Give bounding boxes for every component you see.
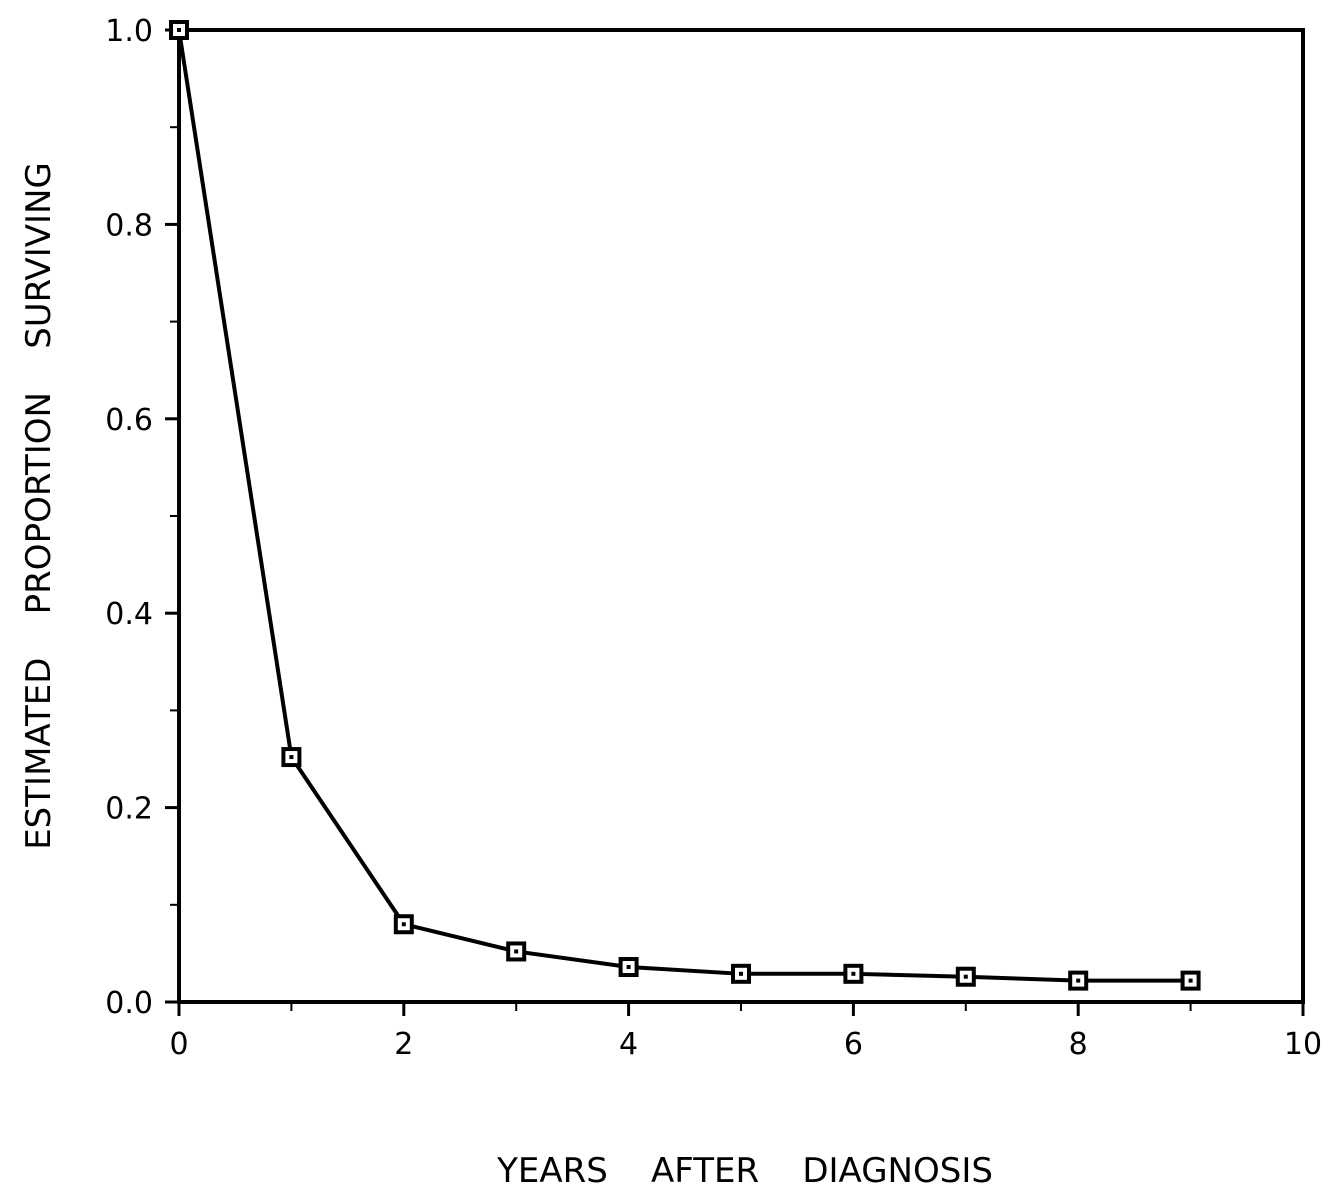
data-point-center (514, 949, 519, 954)
data-point-center (963, 974, 968, 979)
y-tick-label: 0.2 (105, 792, 153, 827)
data-point-center (401, 922, 406, 927)
data-point-center (626, 965, 631, 970)
axes (177, 28, 1305, 1004)
data-point-center (739, 971, 743, 976)
series-line (177, 29, 1191, 983)
x-tick-label: 8 (1069, 1027, 1088, 1062)
data-point-center (851, 971, 856, 976)
x-tick-label: 2 (394, 1027, 413, 1062)
series (169, 20, 1201, 991)
y-tick-label: 1.0 (105, 14, 153, 49)
y-tick-label: 0.4 (105, 597, 153, 632)
data-point-center (289, 755, 294, 760)
plot-frame (177, 28, 1305, 1004)
x-tick-label: 4 (619, 1027, 638, 1062)
x-tick-label: 6 (844, 1027, 863, 1062)
y-axis-label: ESTIMATED PROPORTION SURVIVING (19, 162, 59, 850)
data-point-center (1188, 978, 1193, 983)
x-axis-label: YEARS AFTER DIAGNOSIS (496, 1151, 993, 1191)
x-tick-label: 0 (169, 1027, 188, 1062)
y-tick-label: 0.6 (105, 403, 153, 438)
data-point-center (1076, 978, 1081, 983)
y-tick-label: 0.8 (105, 208, 153, 243)
x-tick-label: 10 (1284, 1027, 1322, 1062)
data-point-center (177, 28, 181, 32)
ticks: 0 2 4 6 8 10 0.0 0.2 0.4 0.6 0.8 1.0 (105, 14, 1322, 1062)
y-tick-label: 0.0 (105, 986, 153, 1021)
